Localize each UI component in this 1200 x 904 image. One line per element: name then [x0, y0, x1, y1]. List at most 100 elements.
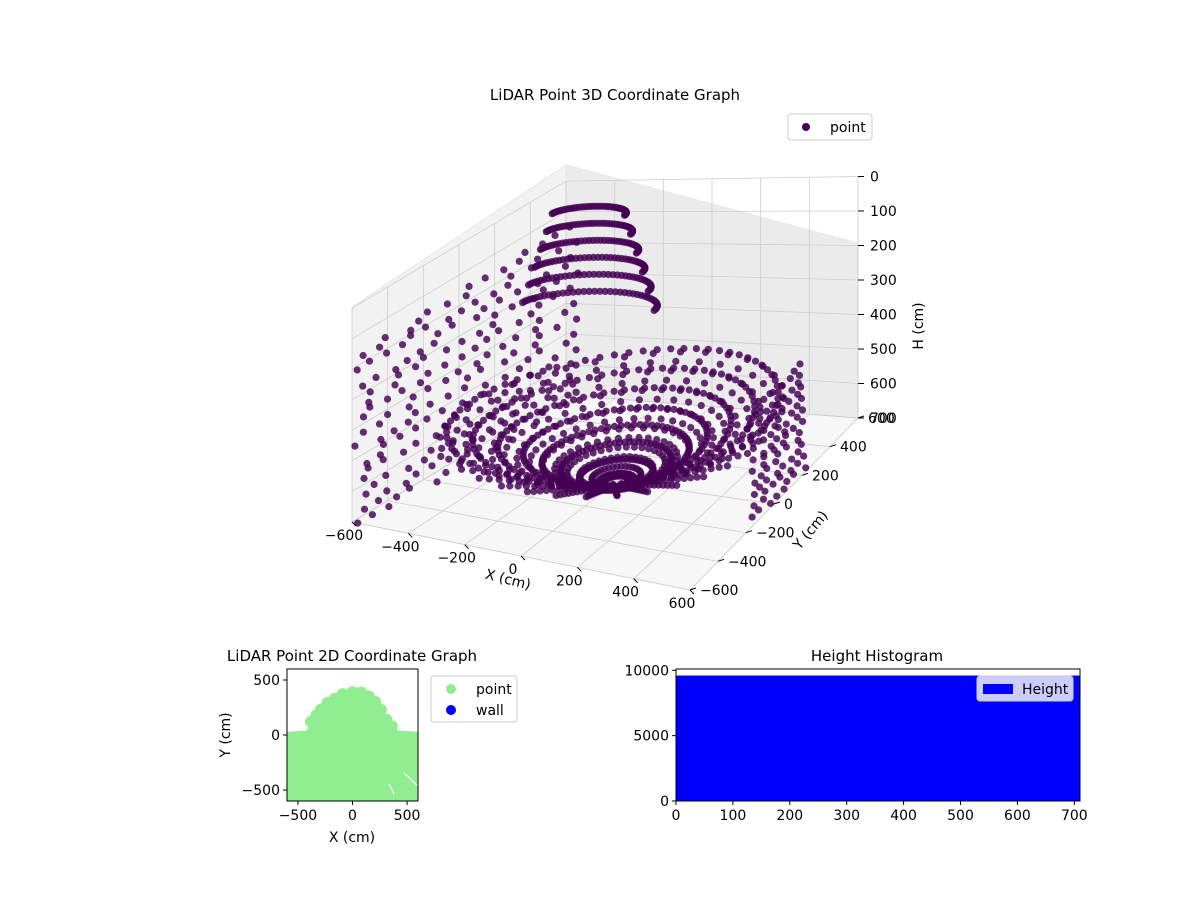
point-3d — [549, 486, 557, 494]
point-3d — [476, 453, 484, 461]
point-3d — [708, 427, 716, 435]
point-3d — [507, 272, 515, 280]
legend-2d-wall-marker — [446, 705, 456, 715]
point-3d — [492, 407, 500, 415]
point-3d — [535, 316, 544, 324]
point-3d — [672, 357, 680, 365]
point-3d — [757, 472, 765, 480]
y-tick-label-histogram: 0 — [660, 794, 669, 810]
point-3d — [549, 446, 558, 454]
point-3d — [424, 369, 432, 377]
point-3d — [471, 395, 479, 403]
point-3d — [610, 387, 618, 395]
point-3d — [731, 412, 739, 420]
point-3d — [520, 441, 529, 449]
point-3d — [797, 440, 805, 448]
point-3d — [407, 326, 415, 334]
point-3d — [515, 319, 523, 327]
point-3d — [650, 473, 658, 481]
point-3d — [717, 370, 726, 378]
point-3d — [495, 327, 503, 335]
point-3d — [569, 380, 577, 388]
point-3d — [745, 414, 753, 422]
z-tick-label-3d: 100 — [870, 204, 897, 220]
point-3d — [716, 383, 724, 391]
point-3d — [512, 334, 520, 342]
point-3d — [610, 369, 618, 377]
point-3d — [534, 255, 542, 263]
point-3d — [512, 409, 520, 417]
point-3d — [605, 445, 614, 453]
point-3d — [619, 371, 627, 379]
x-tick-label-3d: −400 — [381, 539, 419, 555]
point-3d — [370, 480, 378, 488]
point-3d — [415, 317, 423, 325]
point-3d — [453, 426, 461, 434]
point-3d — [797, 383, 805, 391]
point-3d — [458, 353, 466, 361]
point-3d — [508, 398, 516, 406]
point-3d — [738, 380, 747, 388]
point-3d — [530, 263, 539, 271]
point-3d — [495, 476, 503, 484]
point-3d — [548, 435, 556, 443]
point-3d — [760, 395, 768, 403]
point-3d — [404, 418, 412, 426]
point-3d — [582, 493, 590, 501]
point-3d — [555, 247, 563, 255]
point-3d — [508, 380, 516, 389]
point-3d — [530, 401, 538, 409]
point-3d — [513, 376, 521, 384]
point-3d — [573, 315, 581, 323]
point-3d — [635, 433, 643, 442]
legend-2d-wall-label: wall — [476, 703, 504, 719]
point-3d — [501, 380, 509, 388]
point-3d — [610, 406, 618, 414]
point-3d — [460, 430, 468, 438]
point-3d — [794, 459, 802, 467]
point-3d — [579, 404, 587, 413]
point-3d — [527, 310, 535, 318]
point-3d — [506, 482, 514, 490]
point-3d — [552, 422, 560, 430]
point-3d — [461, 384, 469, 392]
point-3d — [697, 402, 705, 410]
point-3d — [676, 386, 684, 394]
point-3d — [749, 439, 757, 447]
point-3d — [372, 373, 380, 381]
point-3d — [458, 337, 466, 346]
point-3d — [550, 394, 558, 402]
point-3d — [782, 443, 791, 451]
point-3d — [497, 431, 505, 439]
point-3d — [561, 409, 569, 418]
point-3d — [699, 389, 708, 397]
point-3d — [669, 384, 677, 392]
point-3d — [535, 332, 543, 340]
point-3d — [411, 409, 419, 417]
point-3d — [778, 404, 786, 413]
point-3d — [450, 411, 459, 419]
point-3d — [635, 366, 643, 374]
point-dots-2d — [305, 686, 398, 733]
point-3d — [774, 416, 782, 424]
point-3d — [780, 485, 788, 493]
point-3d — [769, 480, 777, 488]
point-3d — [366, 388, 374, 396]
point-3d — [615, 425, 623, 433]
point-3d — [521, 248, 529, 256]
ticks-histogram: 0 100 200 300 400 500 600 700 0 5000 10000 — [624, 663, 1087, 824]
point-3d — [503, 470, 511, 479]
plot-3d: LiDAR Point 3D Coordinate Graph −600 −400… — [325, 86, 927, 612]
point-3d — [457, 465, 466, 473]
point-3d — [576, 454, 584, 463]
point-3d — [649, 405, 657, 413]
point-3d — [476, 406, 484, 414]
point-3d — [627, 424, 636, 432]
point-3d — [543, 451, 552, 459]
point-3d — [708, 441, 716, 449]
y-tick-3d — [773, 501, 781, 505]
legend-3d-frame — [787, 113, 873, 141]
point-3d — [602, 427, 610, 435]
point-3d — [700, 379, 709, 387]
y-tick-label-3d: −400 — [728, 554, 766, 570]
